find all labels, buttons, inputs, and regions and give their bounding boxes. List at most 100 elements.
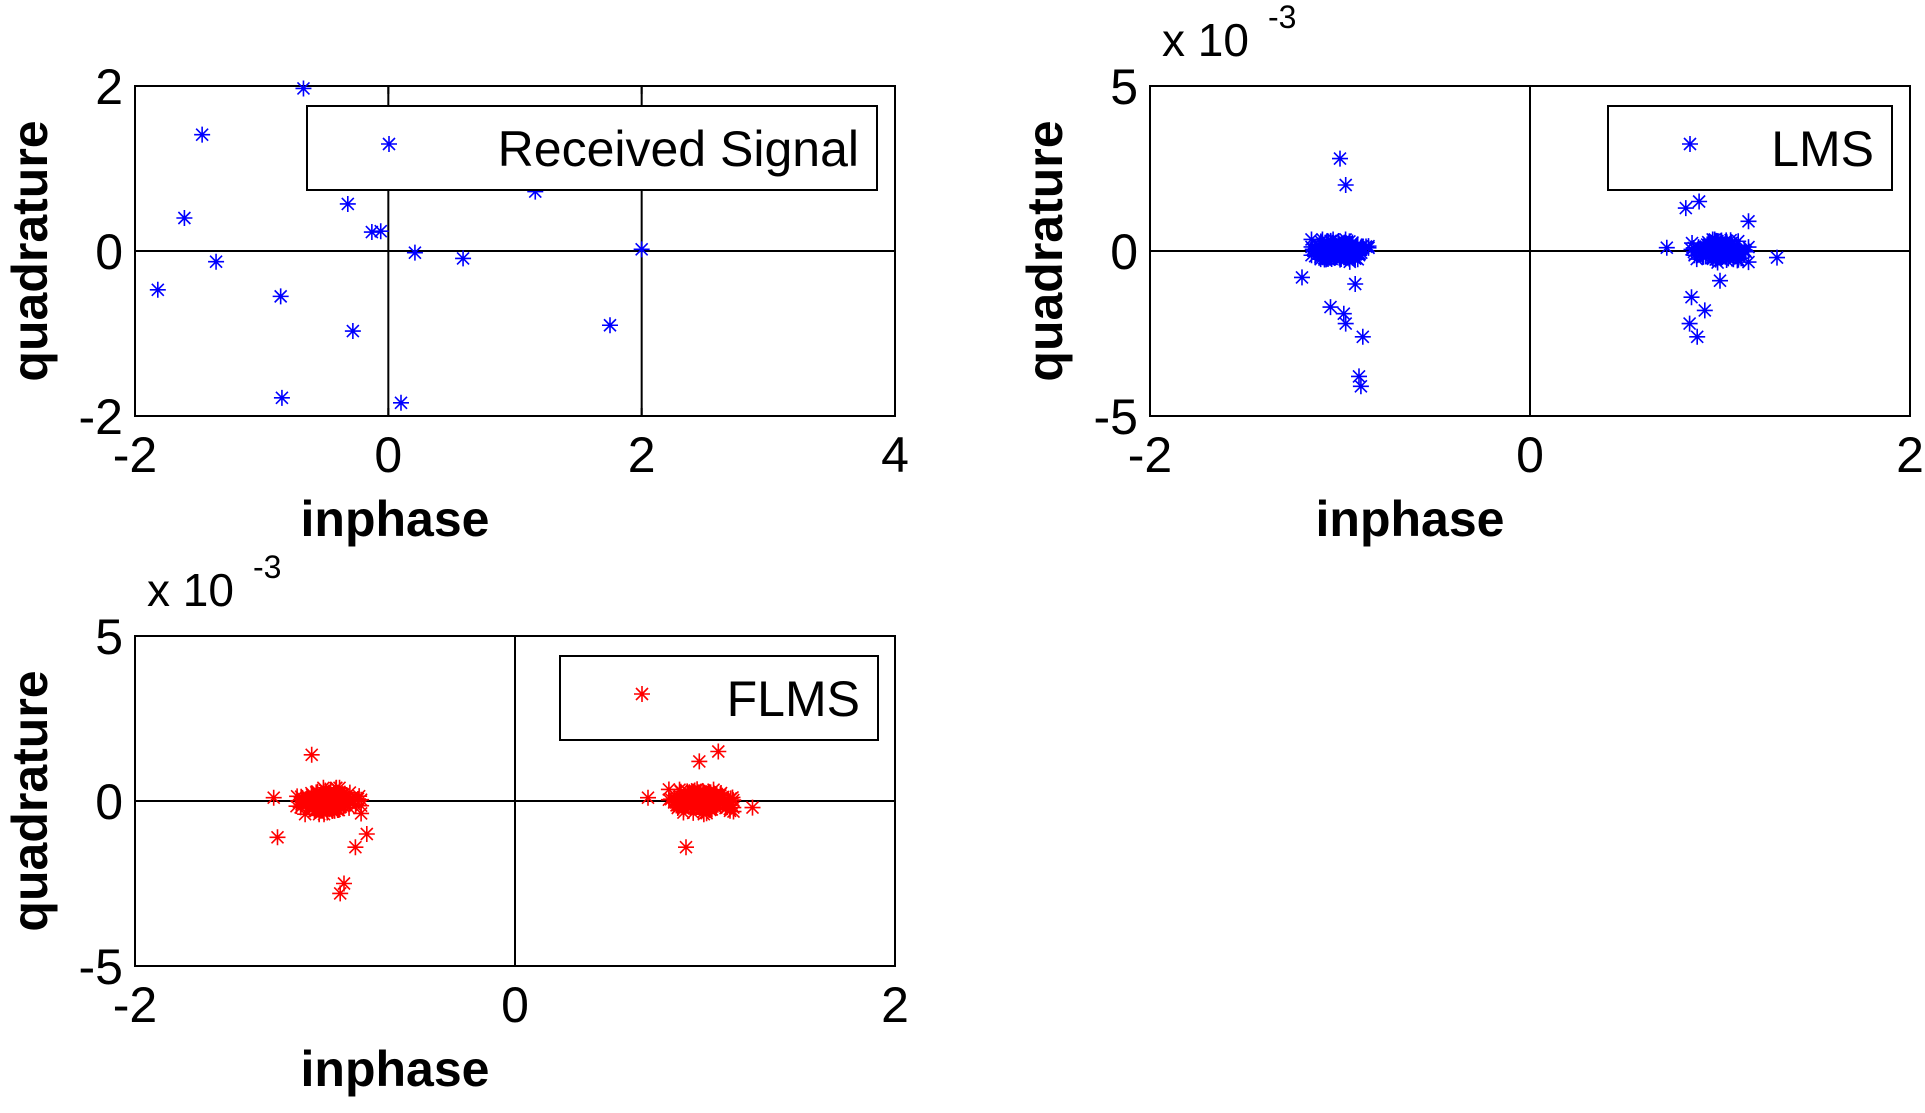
data-point: [674, 796, 691, 813]
legend-marker: [381, 136, 397, 152]
y-exponent-power: -3: [253, 549, 281, 585]
data-point: [1736, 243, 1753, 260]
data-point: [1337, 240, 1354, 257]
legend-marker: [1682, 136, 1698, 152]
data-point: [1769, 249, 1785, 266]
data-point: [288, 798, 305, 815]
data-point: [701, 786, 718, 803]
data-point: [314, 801, 331, 818]
data-point: [393, 394, 409, 411]
x-tick-label: -2: [113, 977, 157, 1033]
data-point: [303, 785, 320, 802]
subplot-2: -2 0 2 -5 0 5 inphase quadrature x 10 -3 LMS: [1017, 0, 1924, 547]
data-point: [1726, 237, 1743, 254]
data-point: [1349, 251, 1366, 268]
data-point: [1352, 378, 1369, 395]
x-tick-label: -2: [113, 427, 157, 483]
data-point: [336, 875, 352, 892]
y-tick-label: 5: [95, 609, 123, 665]
data-point: [1681, 315, 1698, 332]
data-point: [1686, 247, 1703, 264]
y-tick-label: -5: [1094, 389, 1138, 445]
y-tick-label: 0: [95, 224, 123, 280]
legend-label: LMS: [1771, 121, 1874, 177]
data-point: [1311, 239, 1328, 256]
data-point: [335, 798, 352, 815]
data-point: [696, 784, 713, 801]
data-point: [1740, 254, 1757, 271]
x-tick-label: 2: [881, 977, 909, 1033]
data-point: [709, 796, 726, 813]
data-point: [315, 796, 332, 813]
data-point: [329, 796, 346, 813]
y-axis-label: quadrature: [2, 120, 58, 381]
data-point: [671, 781, 688, 798]
series-lms: [1294, 150, 1785, 395]
data-point: [640, 789, 656, 806]
data-point: [710, 743, 727, 760]
subplot-3: -2 0 2 -5 0 5 inphase quadrature x 10 -3 FLMS: [2, 549, 909, 1097]
x-tick-label: 2: [628, 427, 656, 483]
y-tick-label: -2: [79, 389, 123, 445]
y-tick-label: -5: [79, 939, 123, 995]
series-received-signal: [149, 80, 650, 411]
data-point: [272, 288, 289, 305]
y-exponent-label: x 10: [147, 564, 234, 616]
data-point: [1349, 237, 1366, 254]
data-point: [1658, 239, 1675, 256]
data-point: [347, 839, 364, 856]
data-point: [273, 389, 290, 406]
data-point: [1353, 244, 1370, 261]
data-point: [341, 784, 358, 801]
legend: LMS: [1607, 105, 1893, 191]
data-point: [339, 195, 356, 212]
data-point: [716, 793, 733, 810]
data-point: [317, 782, 334, 799]
y-exponent-power: -3: [1268, 0, 1296, 35]
data-point: [289, 788, 306, 805]
data-point: [703, 801, 720, 818]
y-exponent-label: x 10: [1162, 14, 1249, 66]
series-flms: [265, 743, 761, 902]
data-point: [297, 806, 314, 823]
data-point: [1740, 213, 1757, 230]
data-point: [691, 794, 708, 811]
data-point: [332, 885, 349, 902]
x-tick-label: 0: [501, 977, 529, 1033]
data-point: [194, 126, 211, 143]
data-point: [1688, 251, 1705, 268]
y-tick-label: 0: [95, 774, 123, 830]
data-point: [1697, 238, 1714, 255]
data-point: [358, 826, 375, 842]
data-point: [1322, 299, 1339, 316]
data-point: [1328, 240, 1345, 257]
x-axis-label: inphase: [301, 491, 490, 547]
data-point: [1323, 244, 1340, 261]
legend-marker: [634, 686, 650, 702]
data-point: [1701, 236, 1718, 253]
data-point: [341, 799, 358, 816]
data-point: [1347, 276, 1364, 292]
legend: Received Signal: [306, 105, 878, 191]
data-point: [1303, 238, 1320, 255]
subplot-1: -2 0 2 4 -2 0 2 inphase quadrature Received Signa…: [2, 59, 909, 547]
data-point: [1320, 234, 1337, 251]
data-point: [1677, 200, 1694, 217]
data-point: [208, 253, 225, 270]
data-point: [688, 789, 705, 806]
legend-box: [306, 105, 878, 191]
legend-box: [559, 655, 879, 741]
data-point: [1335, 305, 1352, 322]
data-point: [316, 789, 333, 806]
data-point: [303, 746, 320, 763]
data-point: [1351, 368, 1367, 385]
x-tick-label: -2: [1128, 427, 1172, 483]
legend-label: Received Signal: [498, 121, 859, 177]
data-point: [1696, 302, 1713, 319]
data-point: [1332, 150, 1348, 167]
data-point: [1712, 272, 1728, 289]
x-tick-label: 4: [881, 427, 909, 483]
x-tick-label: 0: [374, 427, 402, 483]
data-point: [660, 781, 677, 798]
data-point: [1337, 315, 1354, 332]
